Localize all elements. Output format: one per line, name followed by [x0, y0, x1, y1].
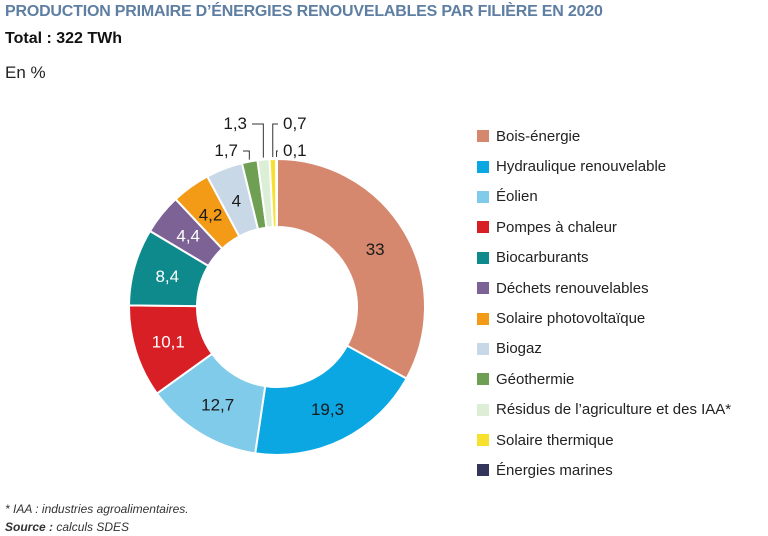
- slice-label-biocarburants: 8,4: [155, 267, 179, 286]
- footnote: * IAA : industries agroalimentaires.: [5, 502, 189, 516]
- leader-line-solaire-thermique: [272, 123, 278, 158]
- chart-title: PRODUCTION PRIMAIRE D’ÉNERGIES RENOUVELA…: [5, 3, 603, 20]
- legend-swatch: [477, 434, 489, 447]
- leader-line-geothermie: [243, 150, 250, 160]
- legend-item-energies-marines: Énergies marines: [477, 455, 731, 485]
- slice-label-residus-de-l-agriculture-et-des-iaa: 1,3: [223, 114, 247, 133]
- total-label: Total : 322 TWh: [5, 30, 123, 47]
- legend-label: Énergies marines: [496, 461, 613, 479]
- legend-item-pompes-a-chaleur: Pompes à chaleur: [477, 212, 731, 242]
- legend-label: Bois-énergie: [496, 127, 581, 145]
- legend-item-solaire-thermique: Solaire thermique: [477, 425, 731, 455]
- legend-label: Biogaz: [496, 340, 542, 358]
- legend-label: Déchets renouvelables: [496, 279, 649, 297]
- leader-line-residus-de-l-agriculture-et-des-iaa: [252, 123, 264, 158]
- legend-swatch: [477, 373, 489, 386]
- slice-label-hydraulique-renouvelable: 19,3: [311, 400, 344, 419]
- legend-item-solaire-photovoltaique: Solaire photovoltaïque: [477, 303, 731, 333]
- legend-swatch: [477, 251, 489, 264]
- leader-line-energies-marines: [276, 150, 278, 158]
- legend-swatch: [477, 130, 489, 143]
- unit-label: En %: [5, 63, 46, 82]
- legend-item-hydraulique-renouvelable: Hydraulique renouvelable: [477, 151, 731, 181]
- legend-swatch: [477, 464, 489, 477]
- slice-label-bois-energie: 33: [366, 240, 385, 259]
- source-label: Source :: [5, 520, 54, 534]
- legend-item-geothermie: Géothermie: [477, 364, 731, 394]
- legend-label: Éolien: [496, 188, 538, 206]
- legend-label: Géothermie: [496, 370, 575, 388]
- legend-item-biocarburants: Biocarburants: [477, 243, 731, 273]
- slice-label-dechets-renouvelables: 4,4: [176, 227, 200, 246]
- slice-energies-marines: [275, 157, 278, 229]
- legend-label: Solaire photovoltaïque: [496, 310, 646, 328]
- source-text: calculs SDES: [53, 520, 130, 534]
- source-line: Source : calculs SDES: [5, 520, 129, 534]
- legend-item-residus-de-l-agriculture-et-des-iaa: Résidus de l’agriculture et des IAA*: [477, 395, 731, 425]
- legend-label: Hydraulique renouvelable: [496, 158, 667, 176]
- legend-label: Solaire thermique: [496, 431, 614, 449]
- legend-label: Pompes à chaleur: [496, 218, 617, 236]
- legend-item-bois-energie: Bois-énergie: [477, 121, 731, 151]
- legend-swatch: [477, 221, 489, 234]
- slice-label-solaire-thermique: 0,7: [283, 114, 307, 133]
- legend-swatch: [477, 190, 489, 203]
- legend-swatch: [477, 312, 489, 325]
- legend: Bois-énergie Hydraulique renouvelable Éoli…: [477, 121, 731, 486]
- slice-label-geothermie: 1,7: [214, 141, 238, 160]
- legend-label: Résidus de l’agriculture et des IAA*: [496, 401, 732, 419]
- slice-label-eolien: 12,7: [201, 395, 234, 414]
- legend-item-eolien: Éolien: [477, 182, 731, 212]
- legend-item-dechets-renouvelables: Déchets renouvelables: [477, 273, 731, 303]
- slice-label-pompes-a-chaleur: 10,1: [152, 332, 185, 351]
- legend-label: Biocarburants: [496, 249, 589, 267]
- legend-swatch: [477, 282, 489, 295]
- legend-swatch: [477, 160, 489, 173]
- slice-bois-energie: [276, 157, 426, 380]
- slice-label-energies-marines: 0,1: [283, 141, 307, 160]
- legend-swatch: [477, 342, 489, 355]
- slice-label-biogaz: 4: [232, 192, 241, 211]
- slice-label-solaire-photovoltaique: 4,2: [199, 205, 223, 224]
- legend-swatch: [477, 403, 489, 416]
- legend-item-biogaz: Biogaz: [477, 334, 731, 364]
